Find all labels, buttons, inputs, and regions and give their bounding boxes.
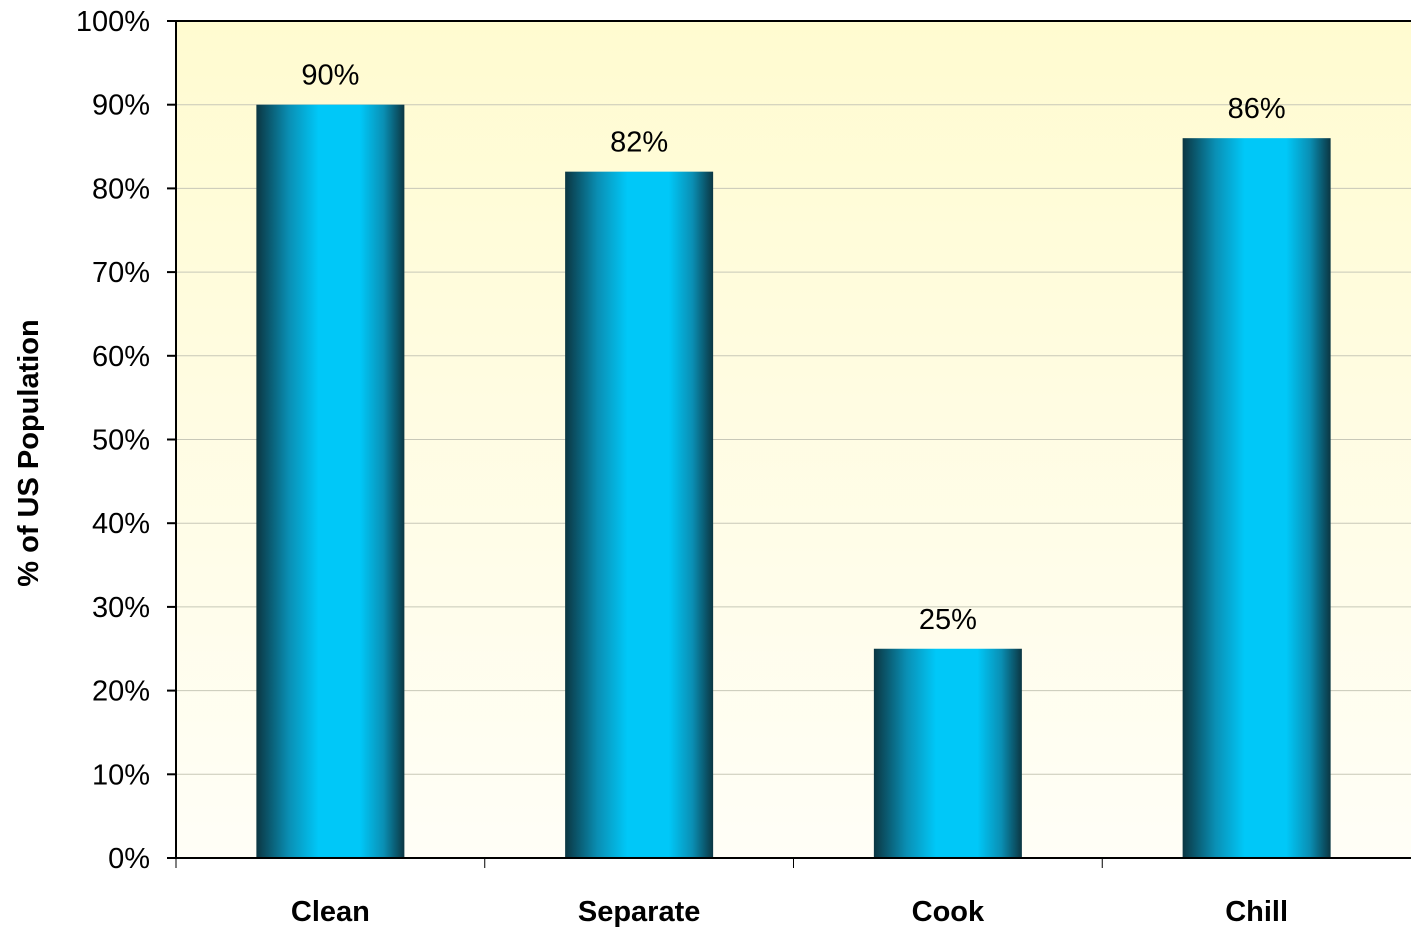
bars (256, 104, 1331, 858)
x-tick-label: Cook (912, 896, 985, 927)
bar-chill (1182, 138, 1331, 858)
x-tick-label: Clean (291, 896, 370, 927)
y-tick-label: 10% (92, 759, 150, 791)
y-tick-label: 30% (92, 592, 150, 624)
y-tick-label: 20% (92, 676, 150, 708)
data-label: 90% (301, 60, 359, 92)
y-tick-label: 80% (92, 173, 150, 205)
x-tick-label: Chill (1225, 896, 1288, 927)
x-tick-label: Separate (578, 896, 701, 927)
bar-separate (565, 171, 714, 858)
y-tick-label: 60% (92, 341, 150, 373)
labels: 0% 10% 20% 30% 40% 50% 60% 70% 80% 90% 100% 90% Clea… (76, 6, 1288, 928)
bar-cook (873, 648, 1022, 858)
data-label: 86% (1228, 93, 1286, 125)
bar-clean (256, 104, 405, 858)
y-tick-label: 50% (92, 425, 150, 457)
data-label: 25% (919, 604, 977, 636)
y-tick-label: 90% (92, 90, 150, 122)
y-tick-label: 70% (92, 257, 150, 289)
y-axis-title: % of US Population (13, 319, 45, 586)
y-tick-label: 100% (76, 6, 150, 38)
axes (167, 20, 1411, 868)
y-tick-label: 40% (92, 508, 150, 540)
data-label: 82% (610, 127, 668, 159)
y-tick-label: 0% (108, 843, 150, 875)
